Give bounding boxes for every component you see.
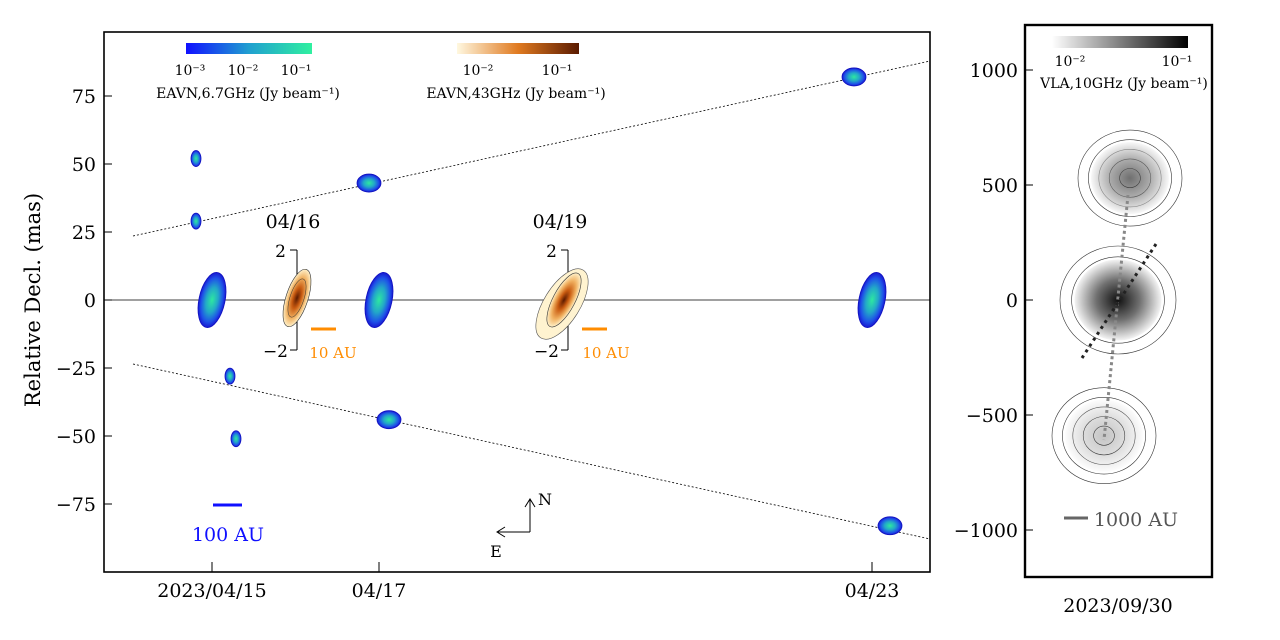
- inset-0416-scale-label: 10 AU: [309, 344, 356, 362]
- inset-0416-ytick-bottom: −2: [263, 342, 288, 362]
- right-ytick-label: −500: [966, 405, 1018, 427]
- inset-0419: 04/19 2 −2 10 AU: [533, 211, 630, 362]
- maser-spot: [841, 67, 867, 87]
- vla-components: [1051, 129, 1183, 485]
- maser-spots: [190, 67, 903, 536]
- colorbar-6p7ghz-label: EAVN,6.7GHz (Jy beam⁻¹): [156, 86, 340, 102]
- inset-0419-ytick-bottom: −2: [534, 342, 559, 362]
- right-ytick-label: −1000: [954, 520, 1018, 542]
- left-ytick-label: 75: [72, 86, 96, 108]
- vla-jet-axis: [1102, 194, 1130, 441]
- vla-contour: [1088, 139, 1172, 217]
- maser-spot: [376, 410, 402, 430]
- left-ytick-label: 50: [72, 154, 96, 176]
- left-ytick-label: 0: [84, 290, 96, 312]
- maser-spot: [190, 212, 202, 230]
- vla-contour: [1059, 245, 1177, 355]
- colorbar-vla-label: VLA,10GHz (Jy beam⁻¹): [1039, 76, 1208, 92]
- left-ytick-label: 25: [72, 222, 96, 244]
- colorbar-6p7ghz-tick-1: 10⁻³: [175, 63, 206, 79]
- maser-spot: [857, 272, 887, 328]
- vla-contour: [1071, 256, 1165, 344]
- inset-0416-contour: [287, 278, 307, 318]
- scalebar-1000au-label: 1000 AU: [1094, 509, 1178, 531]
- maser-spot: [190, 150, 202, 167]
- maser-spot: [224, 367, 236, 385]
- maser-spot: [230, 430, 242, 448]
- compass-north-label: N: [538, 490, 552, 509]
- left-ytick-label: −50: [56, 426, 96, 448]
- vla-contour: [1051, 387, 1157, 485]
- vla-component: [1074, 259, 1162, 341]
- colorbar-43ghz-label: EAVN,43GHz (Jy beam⁻¹): [426, 86, 605, 102]
- right-panel-date: 2023/09/30: [1063, 595, 1173, 617]
- left-plot-frame: [103, 31, 931, 573]
- inset-0419-ytick-top: 2: [546, 242, 557, 262]
- inset-0419-source: [546, 272, 582, 328]
- right-panel: 1000 500 0 −500 −1000 10⁻² 10⁻¹ VLA,10GHz (J…: [954, 23, 1214, 617]
- compass-east-arrowhead: [496, 526, 506, 538]
- right-ytick-label: 500: [982, 175, 1018, 197]
- compass-north-arrowhead: [524, 498, 536, 508]
- maser-spot: [356, 173, 382, 193]
- left-y-axis-label: Relative Decl. (mas): [21, 193, 45, 407]
- left-xtick-label: 2023/04/15: [157, 580, 267, 602]
- compass-east-label: E: [490, 542, 502, 561]
- inset-0419-scale-label: 10 AU: [582, 344, 629, 362]
- colorbar-6p7ghz-tick-2: 10⁻²: [228, 63, 259, 79]
- right-ytick-label: 1000: [970, 60, 1018, 82]
- scalebar-100au-label: 100 AU: [192, 524, 264, 546]
- lower-envelope-line: [132, 363, 931, 540]
- inset-0416-source: [282, 268, 312, 328]
- left-xtick-label: 04/23: [845, 580, 900, 602]
- vla-contour: [1062, 397, 1146, 475]
- inset-0416: 04/16 2 −2 10 AU: [263, 211, 357, 362]
- left-ytick-label: −75: [56, 494, 96, 516]
- inset-0416-date: 04/16: [266, 211, 321, 233]
- left-y-ticks: 75 50 25 0 −25 −50 −75: [56, 86, 112, 516]
- colorbar-vla-bar: [1052, 36, 1188, 48]
- colorbar-43ghz-tick-2: 10⁻¹: [542, 63, 573, 79]
- colorbar-6p7ghz-tick-3: 10⁻¹: [281, 63, 312, 79]
- colorbar-6p7ghz-bar: [186, 43, 312, 54]
- maser-spot: [877, 516, 903, 536]
- colorbar-43ghz-tick-1: 10⁻²: [463, 63, 494, 79]
- left-panel: 75 50 25 0 −25 −50 −75 2023/04/15 04/17 04/23 Re…: [21, 31, 931, 602]
- right-ytick-label: 0: [1006, 290, 1018, 312]
- inset-0416-ytick-top: 2: [275, 242, 286, 262]
- maser-spot: [364, 272, 394, 328]
- vla-contour: [1077, 129, 1183, 227]
- colorbar-43ghz-bar: [457, 43, 579, 54]
- right-plot-frame: [1023, 23, 1214, 579]
- colorbar-vla-tick-2: 10⁻¹: [1162, 54, 1193, 70]
- left-xtick-label: 04/17: [352, 580, 407, 602]
- maser-spot: [197, 272, 227, 328]
- vla-maser-axis: [1080, 243, 1158, 359]
- left-x-ticks: 2023/04/15 04/17 04/23: [157, 562, 899, 602]
- colorbar-6p7ghz: 10⁻³ 10⁻² 10⁻¹ EAVN,6.7GHz (Jy beam⁻¹): [156, 43, 340, 102]
- compass: N E: [490, 490, 552, 561]
- inset-0419-date: 04/19: [533, 211, 588, 233]
- left-ytick-label: −25: [56, 358, 96, 380]
- colorbar-vla-tick-1: 10⁻²: [1055, 54, 1086, 70]
- vla-component: [1091, 142, 1169, 215]
- colorbar-vla-label-text: VLA,10GHz (Jy beam⁻¹): [1039, 76, 1208, 92]
- colorbar-43ghz: 10⁻² 10⁻¹ EAVN,43GHz (Jy beam⁻¹): [426, 43, 606, 102]
- right-y-ticks: 1000 500 0 −500 −1000: [954, 60, 1033, 542]
